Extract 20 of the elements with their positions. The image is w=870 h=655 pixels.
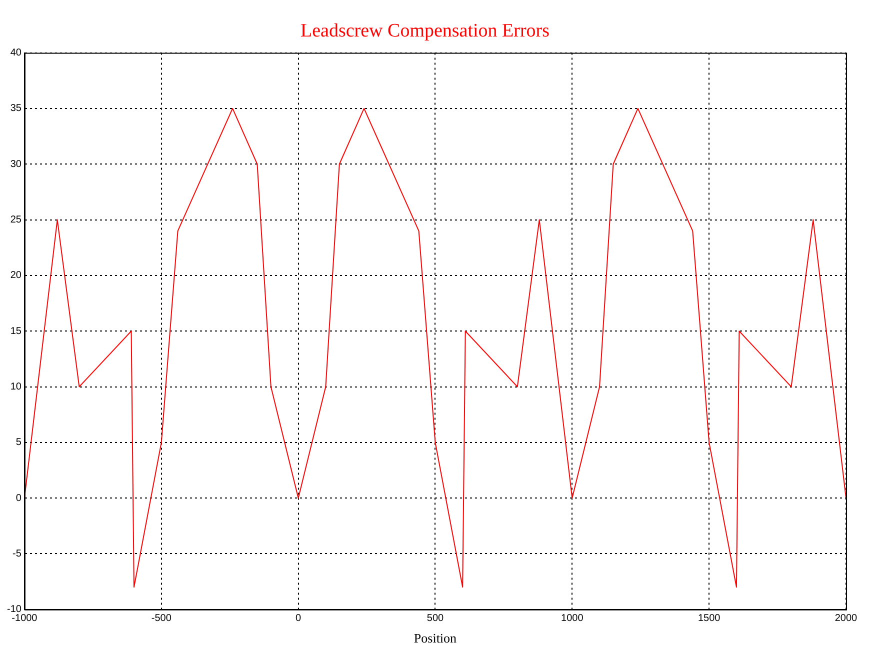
chart-title: Leadscrew Compensation Errors: [300, 20, 550, 42]
y-tick-label: 10: [10, 382, 22, 393]
x-tick-label: 0: [296, 613, 302, 624]
x-tick-label: -500: [151, 613, 172, 624]
y-tick-label: 0: [16, 492, 22, 504]
y-tick-label: 15: [10, 326, 22, 337]
y-tick-label: 20: [10, 270, 22, 282]
y-tick-label: 25: [10, 214, 22, 226]
x-tick-label: 1500: [698, 613, 721, 624]
x-tick-label: 500: [426, 613, 444, 624]
y-tick-label: -5: [12, 548, 22, 560]
x-tick-label: -1000: [12, 613, 38, 624]
x-tick-label: 2000: [834, 613, 858, 624]
y-tick-label: 40: [10, 48, 22, 59]
x-axis-title: Position: [414, 630, 458, 646]
y-tick-label: 5: [16, 437, 22, 448]
y-tick-label: 30: [10, 158, 22, 170]
y-tick-label: -10: [7, 604, 22, 616]
x-tick-label: 1000: [561, 613, 584, 624]
y-tick-label: 35: [10, 103, 22, 114]
